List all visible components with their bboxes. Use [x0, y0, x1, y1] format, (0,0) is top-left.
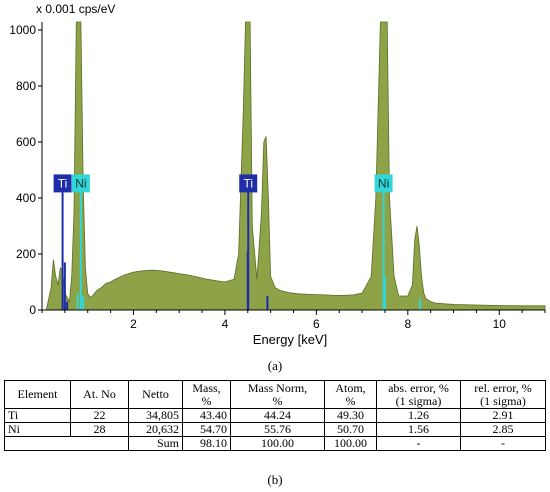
column-header-line: Element	[17, 387, 58, 401]
table-cell: Sum	[128, 436, 183, 451]
x-tick-label: 4	[222, 317, 229, 331]
x-tick-label: 8	[404, 317, 411, 331]
table-cell: 43.40	[182, 408, 231, 423]
caption-b: (b)	[267, 472, 283, 487]
column-header-line: Mass Norm,	[247, 380, 308, 395]
column-header-line: (1 sigma)	[480, 393, 526, 408]
x-tick-label: 6	[313, 317, 320, 331]
caption-a: (a)	[267, 358, 283, 373]
column-header-line: Mass,	[192, 380, 221, 395]
table-cell: 100.00	[230, 436, 325, 451]
table-cell: 44.24	[230, 408, 325, 423]
table-cell: 34,805	[128, 408, 183, 423]
table-cell: Ti	[4, 408, 71, 423]
table-cell: 2.91	[460, 408, 546, 423]
table-cell: 100.00	[324, 436, 377, 451]
y-tick-label: 600	[16, 135, 36, 149]
column-header: Netto	[128, 380, 183, 409]
element-marker-label: Ti	[243, 176, 253, 190]
table-cell: 50.70	[324, 422, 377, 437]
y-tick-label: 0	[29, 303, 36, 317]
y-tick-label: 800	[16, 79, 36, 93]
column-header-line: %	[201, 393, 212, 408]
column-header: At. No	[70, 380, 129, 409]
column-header: Mass,%	[182, 380, 231, 409]
element-marker-box	[239, 174, 258, 193]
element-marker-label: Ni	[378, 176, 389, 190]
table-cell	[70, 436, 129, 451]
y-tick-label: 200	[16, 247, 36, 261]
table-cell: Ni	[4, 422, 71, 437]
table-row: Ni 28 20,632 54.70 55.76 50.70 1.56 2.85	[4, 422, 546, 437]
column-header: Element	[4, 380, 71, 409]
x-tick-label: 2	[130, 317, 137, 331]
table-cell: 22	[70, 408, 129, 423]
element-marker-label: Ti	[58, 176, 68, 190]
column-header: rel. error, % (1 sigma)	[460, 380, 546, 409]
table-cell: 28	[70, 422, 129, 437]
column-header: Atom,%	[324, 380, 377, 409]
column-header-line: At. No	[83, 387, 116, 401]
y-tick-label: 400	[16, 191, 36, 205]
y-tick-label: 1000	[9, 23, 36, 37]
table-cell: -	[376, 436, 461, 451]
table-cell: 55.76	[230, 422, 325, 437]
eds-spectrum-chart: Ti Ni Ti Ni 0 200 400 600 800 1000 2 4 6 8 10 x 0.001…	[9, 2, 546, 347]
table-row: Ti 22 34,805 43.40 44.24 49.30 1.26 2.91	[4, 408, 546, 423]
eds-results-table: Element At. No Netto Mass,% Mass Norm,% Atom,…	[4, 380, 546, 451]
column-header-line: rel. error, %	[474, 380, 532, 395]
column-header-line: abs. error, %	[388, 380, 449, 395]
column-header-line: (1 sigma)	[395, 393, 442, 408]
column-header: Mass Norm,%	[230, 380, 325, 409]
element-marker-label: Ni	[75, 176, 86, 190]
column-header: abs. error, % (1 sigma)	[376, 380, 461, 409]
x-axis-title: Energy [keV]	[253, 332, 327, 347]
table-cell: -	[460, 436, 546, 451]
spectrum-area	[46, 21, 546, 311]
table-sum-row: Sum 98.10 100.00 100.00- -	[4, 436, 546, 451]
x-tick-label: 10	[493, 317, 507, 331]
table-cell: 1.56	[376, 422, 461, 437]
column-header-line: %	[272, 393, 283, 408]
table-cell: 20,632	[128, 422, 183, 437]
table-cell: 1.26	[376, 408, 461, 423]
table-cell: 49.30	[324, 408, 377, 423]
element-marker-box	[374, 174, 393, 193]
table-cell: 98.10	[182, 436, 231, 451]
y-unit-label: x 0.001 cps/eV	[36, 2, 115, 16]
column-header-line: %	[345, 393, 356, 408]
table-cell: 2.85	[460, 422, 546, 437]
table-header-row: Element At. No Netto Mass,% Mass Norm,% Atom,…	[4, 380, 546, 409]
element-marker-box	[71, 174, 90, 193]
table-cell: 54.70	[182, 422, 231, 437]
column-header-line: Atom,	[335, 380, 366, 395]
table-cell	[4, 436, 71, 451]
element-marker-box	[53, 174, 72, 193]
column-header-line: Netto	[142, 387, 169, 401]
